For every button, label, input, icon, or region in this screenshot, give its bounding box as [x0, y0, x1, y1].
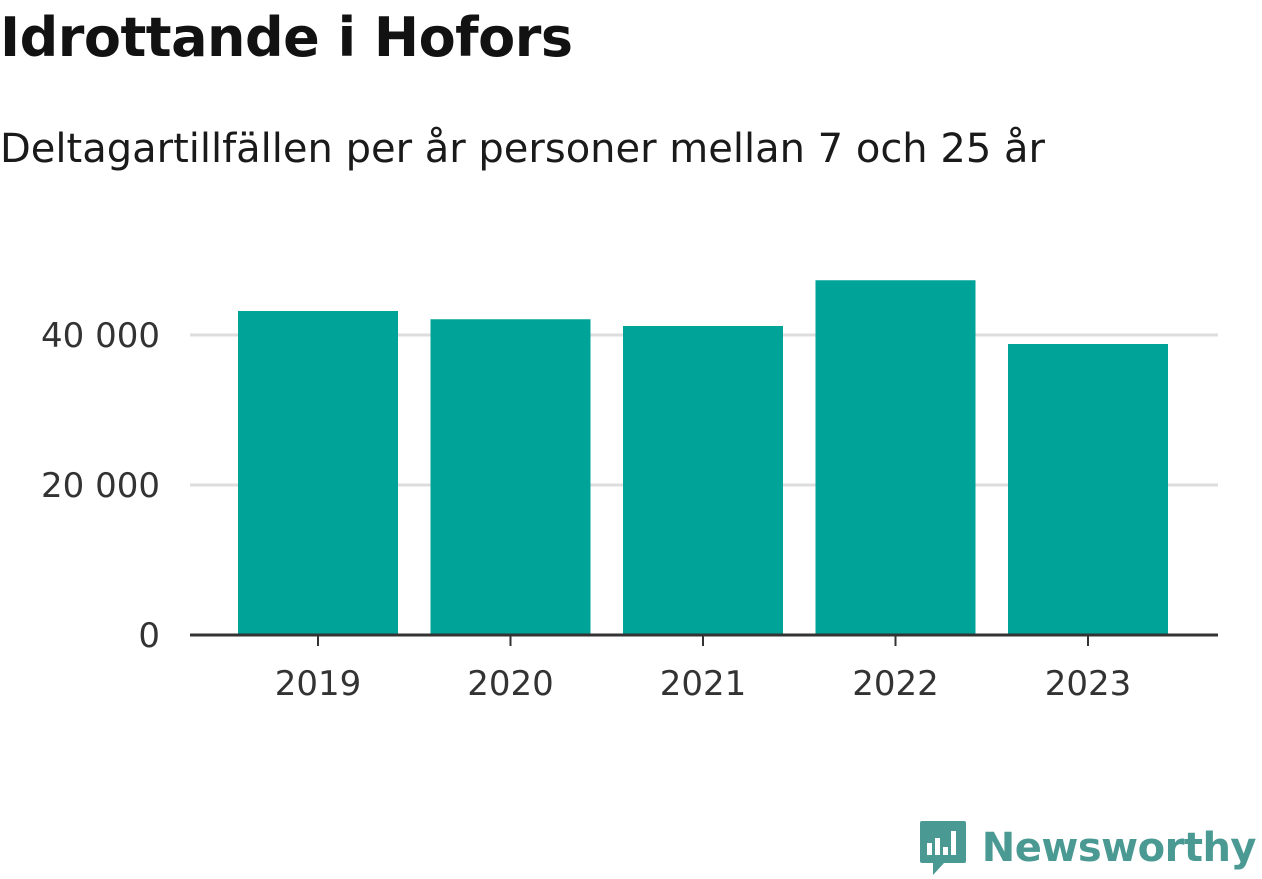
bar-chart: 0 20 000 40 000 2019 2020 2021 2022 2023	[41, 280, 1218, 704]
x-tick-label: 2021	[660, 664, 747, 704]
bar-2020	[430, 319, 591, 635]
brand-name: Newsworthy	[981, 825, 1257, 871]
y-axis-ticks: 0 20 000 40 000	[41, 316, 160, 656]
x-tick-label: 2020	[467, 664, 554, 704]
bar-2022	[815, 280, 976, 635]
x-tick-label: 2019	[275, 664, 362, 704]
bar-2019	[238, 311, 398, 635]
bar-2021	[623, 326, 783, 635]
x-axis-ticks: 2019 2020 2021 2022 2023	[275, 635, 1132, 704]
x-tick-label: 2022	[852, 664, 939, 704]
chart-title: Idrottande i Hofors	[0, 6, 573, 69]
y-tick-label: 0	[138, 616, 160, 656]
y-tick-label: 40 000	[41, 316, 160, 356]
bars	[238, 280, 1168, 635]
newsworthy-logo: Newsworthy	[918, 819, 1257, 877]
x-tick-label: 2023	[1045, 664, 1132, 704]
y-tick-label: 20 000	[41, 466, 160, 506]
chart-subtitle: Deltagartillfällen per år personer mella…	[0, 126, 1045, 172]
bar-2023	[1008, 344, 1168, 635]
newsworthy-logo-icon	[919, 821, 966, 875]
